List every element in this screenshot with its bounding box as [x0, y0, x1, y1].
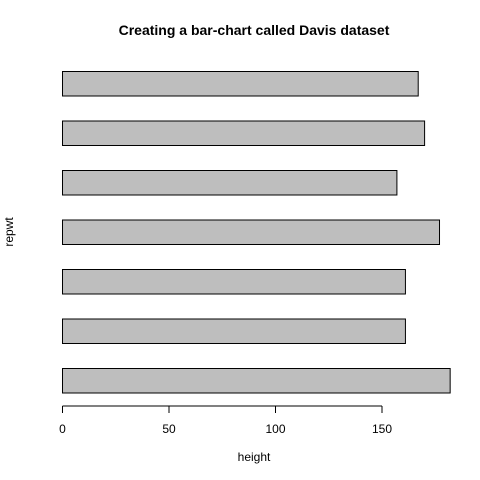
x-ticks: 0 50 100 150	[59, 406, 392, 436]
x-tick-label-50: 50	[162, 422, 176, 436]
y-axis-label: repwt	[2, 217, 16, 247]
bar-4	[62, 219, 441, 245]
bar-5	[62, 170, 398, 196]
x-tick-label-100: 100	[265, 422, 285, 436]
x-axis: 0 50 100 150	[59, 405, 392, 436]
x-tick-label-0: 0	[59, 422, 66, 436]
bar-1	[62, 368, 451, 394]
x-axis-label: height	[238, 450, 271, 464]
bar-2	[62, 318, 406, 344]
bars-group	[62, 71, 451, 394]
bar-3	[62, 269, 406, 295]
bar-7	[62, 71, 419, 97]
chart-title: Creating a bar-chart called Davis datase…	[119, 22, 390, 38]
bar-6	[62, 120, 426, 146]
x-tick-label-150: 150	[372, 422, 392, 436]
